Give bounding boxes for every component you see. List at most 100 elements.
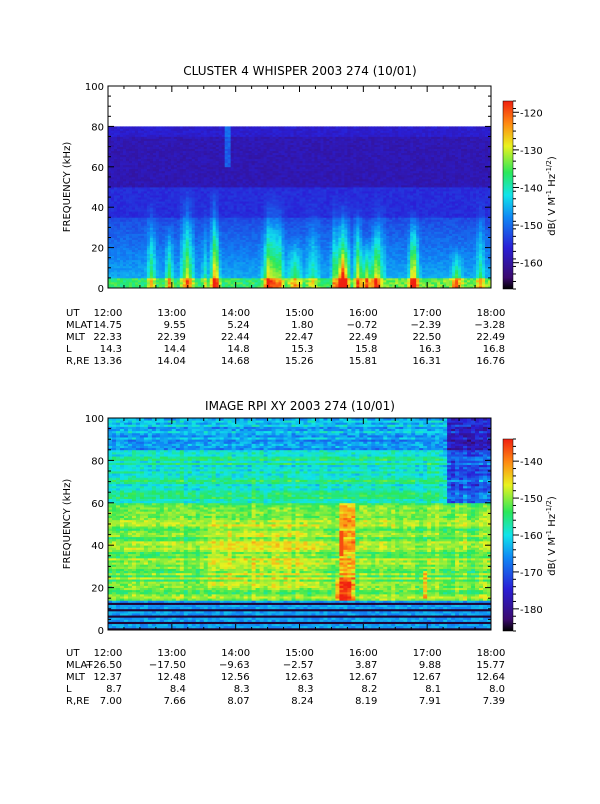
- colorbar-label-cluster: dB( V M-1 Hz-1/2): [545, 156, 558, 236]
- ephemeris-value: 15.77: [476, 660, 505, 671]
- ephemeris-value: 12.67: [349, 672, 378, 683]
- spectrogram-cluster: [108, 126, 491, 288]
- ephemeris-value: 8.3: [234, 684, 250, 695]
- spectrogram-image: [108, 418, 491, 630]
- ephemeris-label: R,RE: [66, 696, 89, 707]
- ephemeris-value: 14.04: [157, 356, 186, 367]
- ephemeris-value: 22.33: [93, 332, 122, 343]
- panel-image-rpi: IMAGE RPI XY 2003 274 (10/01) 0204060801…: [62, 399, 558, 707]
- ephemeris-value: 22.39: [157, 332, 186, 343]
- ephemeris-value: 15:00: [285, 648, 314, 659]
- ephemeris-value: 12.67: [413, 672, 442, 683]
- ephemeris-value: 14.68: [221, 356, 250, 367]
- ephemeris-value: 12.56: [221, 672, 250, 683]
- colorbar-tick-label: -160: [520, 259, 543, 270]
- ephemeris-value: 15.3: [291, 344, 313, 355]
- y-tick-label: 0: [98, 626, 104, 637]
- ephemeris-value: 8.7: [106, 684, 122, 695]
- ephemeris-value: 16.31: [413, 356, 442, 367]
- ephemeris-value: −17.50: [149, 660, 186, 671]
- colorbar-tick-label: -150: [520, 494, 543, 505]
- ephemeris-value: −2.57: [283, 660, 314, 671]
- ephemeris-value: 14.4: [164, 344, 186, 355]
- ephemeris-value: 16:00: [349, 308, 378, 319]
- ylabel-image: FREQUENCY (kHz): [62, 479, 73, 570]
- ephemeris-value: 17:00: [413, 308, 442, 319]
- y-tick-label: 20: [91, 584, 104, 595]
- ephemeris-value: 5.24: [227, 320, 249, 331]
- ephemeris-value: 13:00: [157, 648, 186, 659]
- ephemeris-value: 8.19: [355, 696, 377, 707]
- ephemeris-value: 8.0: [489, 684, 505, 695]
- ephemeris-label: UT: [66, 648, 80, 659]
- ephemeris-value: 22.49: [349, 332, 378, 343]
- ephemeris-label: MLAT: [66, 320, 93, 331]
- colorbar-tick-label: -170: [520, 568, 543, 579]
- colorbar-tick-label: -140: [520, 457, 543, 468]
- ephemeris-value: 8.3: [298, 684, 314, 695]
- ephemeris-value: 1.80: [291, 320, 313, 331]
- ephemeris-value: 17:00: [413, 648, 442, 659]
- ephemeris-value: 7.00: [100, 696, 122, 707]
- ephemeris-label: UT: [66, 308, 80, 319]
- ephemeris-value: 12.37: [93, 672, 122, 683]
- title-cluster: CLUSTER 4 WHISPER 2003 274 (10/01): [183, 64, 416, 78]
- colorbar-tick-label: -120: [520, 108, 543, 119]
- ephemeris-label: MLT: [66, 332, 86, 343]
- ephemeris-label: MLT: [66, 672, 86, 683]
- ephemeris-value: 14:00: [221, 648, 250, 659]
- ephemeris-value: 22.49: [476, 332, 505, 343]
- y-tick-label: 40: [91, 203, 104, 214]
- y-tick-label: 0: [98, 284, 104, 295]
- ephemeris-value: −9.63: [219, 660, 250, 671]
- ephemeris-value: 9.88: [419, 660, 441, 671]
- title-image: IMAGE RPI XY 2003 274 (10/01): [205, 399, 395, 413]
- ephemeris-value: 18:00: [477, 308, 506, 319]
- ephemeris-label: R,RE: [66, 356, 89, 367]
- ephemeris-value: 13:00: [157, 308, 186, 319]
- ephemeris-value: 22.44: [221, 332, 250, 343]
- ephemeris-value: 22.47: [285, 332, 314, 343]
- ephemeris-value: 15.8: [355, 344, 377, 355]
- ephemeris-value: −26.50: [85, 660, 122, 671]
- y-tick-label: 40: [91, 541, 104, 552]
- ephemeris-value: 3.87: [355, 660, 377, 671]
- y-tick-label: 80: [91, 122, 104, 133]
- ephemeris-value: 12.64: [476, 672, 505, 683]
- ephemeris-value: 8.4: [170, 684, 186, 695]
- ephemeris-value: 14.8: [227, 344, 249, 355]
- ephemeris-value: 7.66: [164, 696, 186, 707]
- ephemeris-value: 16.76: [476, 356, 505, 367]
- colorbar-tick-label: -140: [520, 183, 543, 194]
- ephemeris-value: 7.91: [419, 696, 441, 707]
- colorbar-tick-label: -130: [520, 146, 543, 157]
- ephemeris-value: −0.72: [347, 320, 378, 331]
- ephemeris-value: 12.63: [285, 672, 314, 683]
- ephemeris-value: 18:00: [477, 648, 506, 659]
- ephemeris-value: 15.26: [285, 356, 314, 367]
- y-tick-label: 60: [91, 499, 104, 510]
- ephemeris-value: 16:00: [349, 648, 378, 659]
- ephemeris-value: 8.1: [425, 684, 441, 695]
- ephemeris-value: 8.24: [291, 696, 313, 707]
- ephemeris-value: 12:00: [94, 648, 123, 659]
- ephemeris-value: 9.55: [164, 320, 186, 331]
- ephemeris-value: 15:00: [285, 308, 314, 319]
- ephemeris-value: 12.48: [157, 672, 186, 683]
- y-tick-label: 20: [91, 244, 104, 255]
- ephemeris-value: 16.8: [483, 344, 505, 355]
- panel-cluster-whisper: CLUSTER 4 WHISPER 2003 274 (10/01) 0 20 40…: [62, 64, 558, 367]
- y-tick-label: 100: [85, 82, 104, 93]
- colorbar-tick-label: -160: [520, 531, 543, 542]
- ephemeris-value: 14.75: [93, 320, 122, 331]
- ephemeris-value: −3.28: [474, 320, 505, 331]
- colorbar-tick-label: -180: [520, 605, 543, 616]
- ephemeris-value: −2.39: [411, 320, 442, 331]
- ephemeris-label: L: [66, 684, 72, 695]
- ephemeris-value: 8.2: [361, 684, 377, 695]
- ephemeris-value: 14.3: [100, 344, 122, 355]
- colorbar-ticks-cluster: -120-130-140-150-160: [513, 101, 543, 289]
